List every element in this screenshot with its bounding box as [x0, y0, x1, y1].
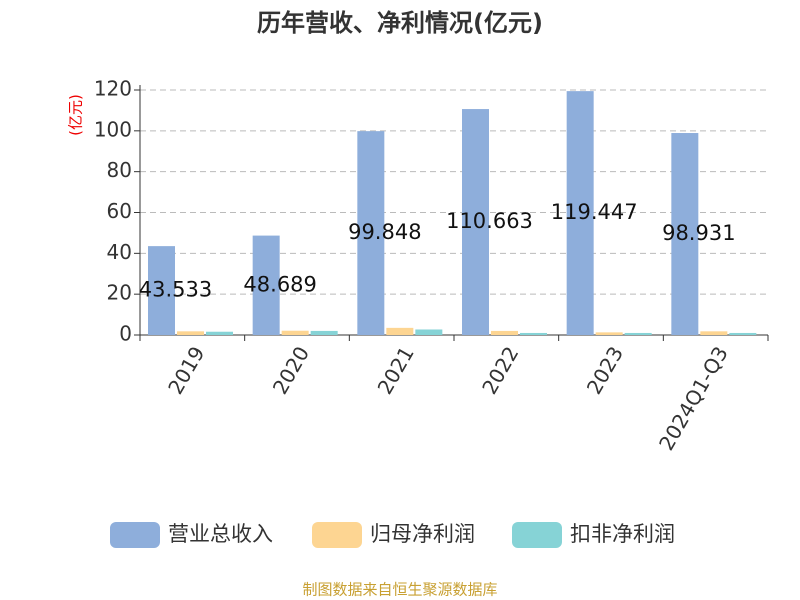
x-tick-label: 2023 [582, 342, 628, 398]
bar [357, 131, 385, 335]
value-label: 110.663 [446, 209, 533, 233]
x-tick-label: 2022 [477, 342, 523, 398]
bar [624, 332, 652, 335]
bar [252, 235, 280, 335]
y-tick-label: 100 [94, 117, 132, 141]
bar [671, 133, 699, 335]
y-tick-label: 60 [107, 199, 132, 223]
bar [177, 331, 204, 335]
value-label: 48.689 [243, 272, 316, 296]
value-label: 99.848 [348, 220, 421, 244]
bar [729, 332, 757, 335]
bar [415, 329, 443, 335]
legend-label: 归母净利润 [370, 522, 475, 546]
y-tick-label: 40 [107, 240, 132, 264]
bar [700, 331, 728, 335]
y-tick-label: 120 [94, 77, 132, 101]
bar [281, 330, 309, 335]
value-label: 119.447 [551, 200, 638, 224]
y-axis-label: (亿元) [67, 94, 85, 136]
bar [491, 330, 518, 335]
chart-title: 历年营收、净利情况(亿元) [257, 9, 543, 37]
value-label: 43.533 [139, 278, 212, 302]
x-tick-label: 2021 [373, 342, 419, 398]
source: 制图数据来自恒生聚源数据库 [302, 581, 497, 599]
bar [566, 91, 594, 335]
value-label: 98.931 [662, 221, 735, 245]
bar [386, 327, 414, 335]
bar [595, 332, 623, 335]
bar [310, 330, 338, 335]
bar [206, 331, 233, 335]
x-tick-label: 2019 [163, 342, 209, 398]
x-tick-label: 2024Q1-Q3 [654, 342, 733, 454]
y-tick-label: 0 [119, 322, 132, 346]
legend-swatch [512, 522, 562, 548]
bar [520, 332, 547, 335]
y-tick-label: 80 [107, 158, 132, 182]
y-tick-label: 20 [107, 281, 132, 305]
legend-swatch [312, 522, 362, 548]
x-tick-label: 2020 [268, 342, 314, 398]
legend-swatch [110, 522, 160, 548]
legend-label: 营业总收入 [168, 522, 273, 546]
legend-label: 扣非净利润 [570, 522, 675, 546]
bar [462, 109, 489, 335]
bar [148, 246, 175, 335]
